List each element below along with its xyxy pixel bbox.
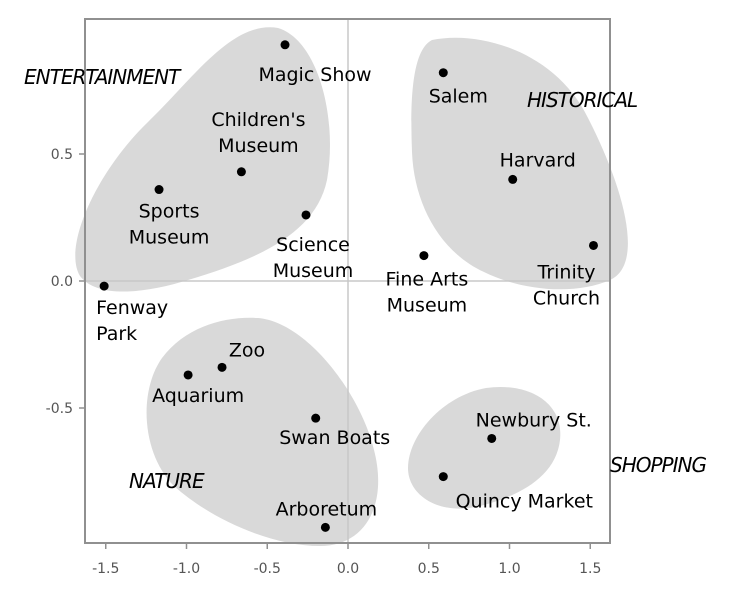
label-harvard: Harvard [500,149,576,171]
label-line: Church [533,287,600,309]
label-line: Swan Boats [279,427,390,449]
label-trinity-church: Trinity Church [533,261,600,309]
label-line: Zoo [229,339,265,361]
label-line: Quincy Market [456,491,593,513]
x-tick-label: 1.5 [579,561,601,577]
point-harvard [508,174,518,184]
entertainment-region [75,27,330,292]
x-tick-label: -1.5 [92,561,119,577]
group-label-historical: HISTORICAL [527,88,637,112]
label-arboretum: Arboretum [276,498,378,520]
label-swan-boats: Swan Boats [279,427,390,449]
label-line: Museum [387,295,468,317]
label-line: Museum [129,227,210,249]
point-salem [438,68,448,78]
historical-region [411,37,628,290]
label-line: Museum [273,260,354,282]
label-line: Salem [429,86,488,108]
label-science-museum: Science Museum [273,234,354,282]
nature-region [146,317,379,546]
y-tick-label: 0.5 [51,147,73,163]
point-trinity-church [588,240,598,250]
label-fenway-park: Fenway Park [96,297,168,345]
label-line: Children's [211,109,305,131]
x-tick-label: 0.0 [337,561,359,577]
label-line: Magic Show [258,64,371,86]
label-line: Fine Arts [386,269,469,291]
point-aquarium [183,370,193,380]
label-line: Museum [218,135,299,157]
x-tick-label: 0.5 [418,561,440,577]
point-sports-museum [154,185,164,195]
point-science-museum [301,210,311,220]
label-magic-show: Magic Show [258,64,371,86]
point-fine-arts-museum [419,251,429,261]
label-line: Sports [139,201,200,223]
label-quincy-market: Quincy Market [456,491,593,513]
label-salem: Salem [429,86,488,108]
group-regions [75,27,628,546]
point-quincy-market [438,472,448,482]
point-children-s-museum [236,167,246,177]
label-newbury-st: Newbury St. [476,409,592,431]
label-line: Science [276,234,350,256]
group-labels: ENTERTAINMENT HISTORICAL NATURE SHOPPING [24,65,707,493]
label-line: Aquarium [152,385,244,407]
label-sports-museum: Sports Museum [129,201,210,249]
point-magic-show [280,40,290,50]
x-tick-label: 1.0 [498,561,520,577]
label-line: Newbury St. [476,409,592,431]
x-tick-label: -1.0 [173,561,200,577]
group-label-nature: NATURE [129,469,205,493]
y-tick-label: -0.5 [46,401,73,417]
label-children-s-museum: Children's Museum [211,109,305,157]
group-label-shopping: SHOPPING [610,453,706,477]
point-swan-boats [311,413,321,423]
y-tick-label: 0.0 [51,274,73,290]
label-line: Trinity [537,261,596,283]
label-line: Arboretum [276,498,378,520]
data-points [99,40,598,532]
label-line: Harvard [500,149,576,171]
x-tick-label: -0.5 [254,561,281,577]
label-aquarium: Aquarium [152,385,244,407]
point-newbury-st [487,433,497,443]
label-line: Park [96,323,137,345]
point-zoo [217,362,227,372]
axes: -1.5 -1.0 -0.5 0.0 0.5 1.0 1.5 0.5 0.0 -0.5 [46,18,611,577]
label-fine-arts-museum: Fine Arts Museum [386,269,469,317]
label-zoo: Zoo [229,339,265,361]
label-line: Fenway [96,297,168,319]
point-arboretum [320,522,330,532]
group-label-entertainment: ENTERTAINMENT [24,65,182,89]
point-fenway-park [99,281,109,291]
